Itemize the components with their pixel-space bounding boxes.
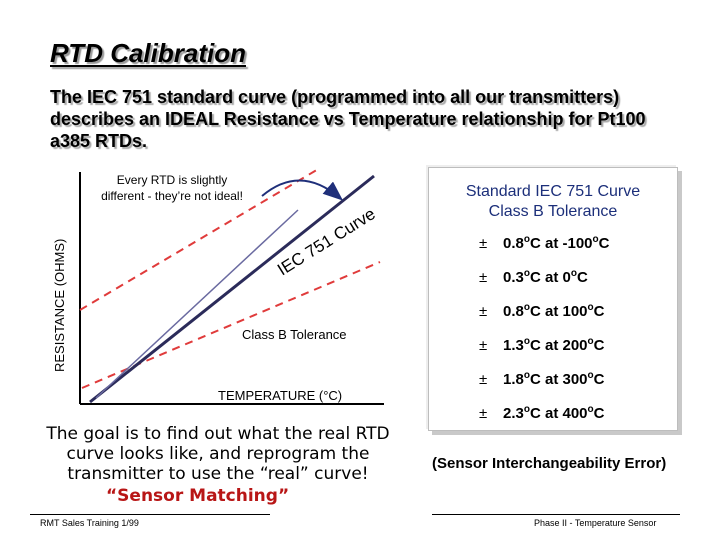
plus-minus-sign: ± bbox=[479, 303, 488, 320]
tolerance-row: ±0.8oC at -100oC bbox=[479, 234, 609, 252]
celsius-unit: C bbox=[593, 303, 605, 320]
at-word: at bbox=[544, 269, 559, 286]
tolerance-value: 2.3 bbox=[503, 405, 524, 422]
tolerance-panel-title: Standard IEC 751 Curve Class B Tolerance bbox=[465, 183, 641, 220]
footer-right-text: Phase II - Temperature Sensor bbox=[534, 518, 657, 528]
at-word: at bbox=[544, 303, 559, 320]
ideal-curve-line bbox=[89, 174, 375, 404]
slide-title: RTD Calibration bbox=[50, 38, 246, 68]
lower-tolerance-line bbox=[81, 261, 381, 389]
temperature-value: 300 bbox=[562, 371, 588, 388]
degree-sign: o bbox=[523, 302, 530, 313]
degree-sign: o bbox=[570, 268, 577, 279]
footer-divider-left bbox=[30, 514, 270, 515]
degree-sign: o bbox=[523, 404, 530, 415]
tolerance-value: 0.8 bbox=[503, 235, 524, 252]
footer-divider-right bbox=[432, 514, 680, 515]
tolerance-value: 0.3 bbox=[503, 269, 524, 286]
tolerance-row: ±0.3oC at 0oC bbox=[479, 268, 588, 286]
upper-tolerance-line bbox=[79, 167, 321, 311]
degree-sign: o bbox=[523, 370, 530, 381]
sensor-matching-label: “Sensor Matching” bbox=[106, 486, 290, 506]
tolerance-value: 0.8 bbox=[503, 303, 524, 320]
degree-sign: o bbox=[523, 336, 530, 347]
x-axis-label: TEMPERATURE (°C) bbox=[218, 388, 342, 403]
celsius-unit: C bbox=[593, 337, 605, 354]
y-axis-label: RESISTANCE (OHMS) bbox=[52, 239, 67, 372]
temperature-value: 200 bbox=[562, 337, 588, 354]
degree-sign: o bbox=[523, 268, 530, 279]
tolerance-panel: Standard IEC 751 Curve Class B Tolerance… bbox=[428, 167, 678, 431]
temperature-value: 0 bbox=[562, 269, 571, 286]
degree-sign: o bbox=[587, 336, 594, 347]
celsius-unit: C bbox=[529, 269, 541, 286]
temperature-value: 400 bbox=[562, 405, 588, 422]
celsius-unit: C bbox=[576, 269, 588, 286]
tolerance-row: ±1.8oC at 300oC bbox=[479, 370, 604, 388]
celsius-unit: C bbox=[598, 235, 610, 252]
plus-minus-sign: ± bbox=[479, 269, 488, 286]
sensor-error-label: (Sensor Interchangeability Error) bbox=[432, 455, 667, 472]
celsius-unit: C bbox=[593, 405, 605, 422]
plus-minus-sign: ± bbox=[479, 337, 488, 354]
tolerance-label: Class B Tolerance bbox=[242, 327, 347, 342]
plus-minus-sign: ± bbox=[479, 235, 488, 252]
degree-sign: o bbox=[592, 234, 599, 245]
tolerance-value: 1.3 bbox=[503, 337, 524, 354]
degree-sign: o bbox=[587, 370, 594, 381]
note-line-1: Every RTD is slightly bbox=[117, 173, 227, 187]
note-arrow bbox=[261, 179, 344, 201]
celsius-unit: C bbox=[529, 235, 541, 252]
tolerance-row: ±1.3oC at 200oC bbox=[479, 336, 604, 354]
degree-sign: o bbox=[587, 302, 594, 313]
note-line-2: different - they’re not ideal! bbox=[101, 189, 243, 203]
plus-minus-sign: ± bbox=[479, 405, 488, 422]
celsius-unit: C bbox=[529, 371, 541, 388]
goal-text: The goal is to find out what the real RT… bbox=[46, 424, 390, 484]
degree-sign: o bbox=[523, 234, 530, 245]
celsius-unit: C bbox=[529, 303, 541, 320]
tolerance-value: 1.8 bbox=[503, 371, 524, 388]
tolerance-row: ±0.8oC at 100oC bbox=[479, 302, 604, 320]
celsius-unit: C bbox=[529, 405, 541, 422]
celsius-unit: C bbox=[529, 337, 541, 354]
intro-text: The IEC 751 standard curve (programmed i… bbox=[50, 87, 646, 151]
sample-rtd-line bbox=[95, 209, 299, 399]
degree-sign: o bbox=[587, 404, 594, 415]
plus-minus-sign: ± bbox=[479, 371, 488, 388]
temperature-value: -100 bbox=[562, 235, 593, 252]
at-word: at bbox=[544, 371, 559, 388]
temperature-value: 100 bbox=[562, 303, 588, 320]
at-word: at bbox=[544, 235, 559, 252]
footer-left-text: RMT Sales Training 1/99 bbox=[40, 518, 139, 528]
at-word: at bbox=[544, 405, 559, 422]
tolerance-row: ±2.3oC at 400oC bbox=[479, 404, 604, 422]
celsius-unit: C bbox=[593, 371, 605, 388]
at-word: at bbox=[544, 337, 559, 354]
